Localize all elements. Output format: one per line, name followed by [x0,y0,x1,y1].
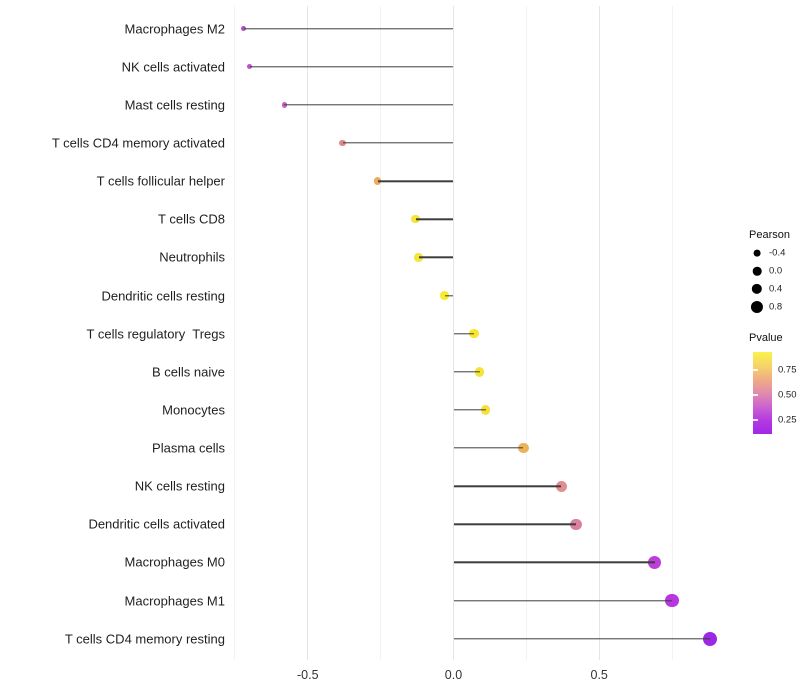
lollipop-stem [453,637,710,640]
lollipop-stem [444,294,454,297]
lollipop-dot [648,555,662,569]
x-tick-label: 0.0 [444,668,463,682]
row-label: NK cells resting [134,478,225,494]
lollipop-dot [281,102,288,108]
gridline-minor [380,6,382,660]
pearson-legend-label: -0.4 [769,247,786,259]
pearson-legend-label: 0.4 [769,283,783,295]
row-label: Monocytes [162,402,225,418]
pvalue-colorbar-tick [753,394,758,396]
pearson-legend-label: 0.8 [769,301,783,313]
pearson-legend-label: 0.0 [769,265,783,277]
row-label: B cells naive [152,364,225,380]
pvalue-colorbar-tick [753,419,758,421]
lollipop-stem [415,218,454,220]
row-label: Macrophages M0 [124,554,225,570]
pvalue-colorbar-tick [753,369,758,371]
lollipop-stem [453,409,486,411]
row-label: Mast cells resting [124,97,225,113]
lollipop-stem [453,447,524,449]
gridline-minor [671,6,673,660]
pvalue-legend-label: 0.75 [778,364,797,376]
lollipop-stem [453,371,480,373]
row-label: Neutrophils [159,249,225,265]
lollipop-dot [480,405,491,415]
lollipop-dot [518,442,529,454]
pvalue-legend-label: 0.25 [778,414,797,426]
row-label: Macrophages M2 [124,21,225,37]
lollipop-stem [453,561,655,564]
lollipop-dot [414,253,423,262]
gridline-major [598,6,600,660]
x-tick-label: 0.5 [590,668,608,682]
lollipop-dot [373,177,382,185]
gridline-minor [525,6,527,660]
row-label: T cells regulatory Tregs [86,326,225,342]
x-tick-label: -0.5 [297,668,319,682]
pearson-legend-dot [751,283,763,295]
gridline-minor [234,6,236,660]
gridline-major [307,6,309,660]
lollipop-stem [284,104,454,106]
lollipop-stem [342,142,454,144]
lollipop-stem [377,180,454,182]
pearson-legend-title: Pearson [749,229,790,241]
lollipop-dot [665,593,679,608]
row-label: Dendritic cells resting [101,288,225,303]
lollipop-stem [418,256,454,259]
lollipop-stem [453,599,673,602]
row-label: T cells follicular helper [96,173,225,189]
row-label: T cells CD4 memory resting [64,631,225,647]
lollipop-stem [453,332,474,335]
row-label: Macrophages M1 [124,593,225,609]
lollipop-dot [702,631,717,646]
lollipop-dot [241,26,247,31]
pearson-legend-dot [750,300,764,314]
lollipop-stem [249,66,454,68]
row-label: NK cells activated [121,59,225,75]
lollipop-dot [411,215,420,224]
lollipop-stem [453,485,562,487]
pvalue-legend-label: 0.50 [778,389,797,401]
row-label: Dendritic cells activated [88,516,225,532]
pvalue-legend-title: Pvalue [749,332,783,344]
pearson-legend-dot [753,249,761,257]
row-label: T cells CD4 memory activated [51,135,225,151]
lollipop-dot [339,139,347,147]
lollipop-stem [453,523,576,525]
pearson-legend-dot [752,266,762,276]
row-label: T cells CD8 [158,211,225,227]
lollipop-stem [243,27,454,30]
pvalue-colorbar [753,352,772,434]
row-label: Plasma cells [152,440,225,456]
